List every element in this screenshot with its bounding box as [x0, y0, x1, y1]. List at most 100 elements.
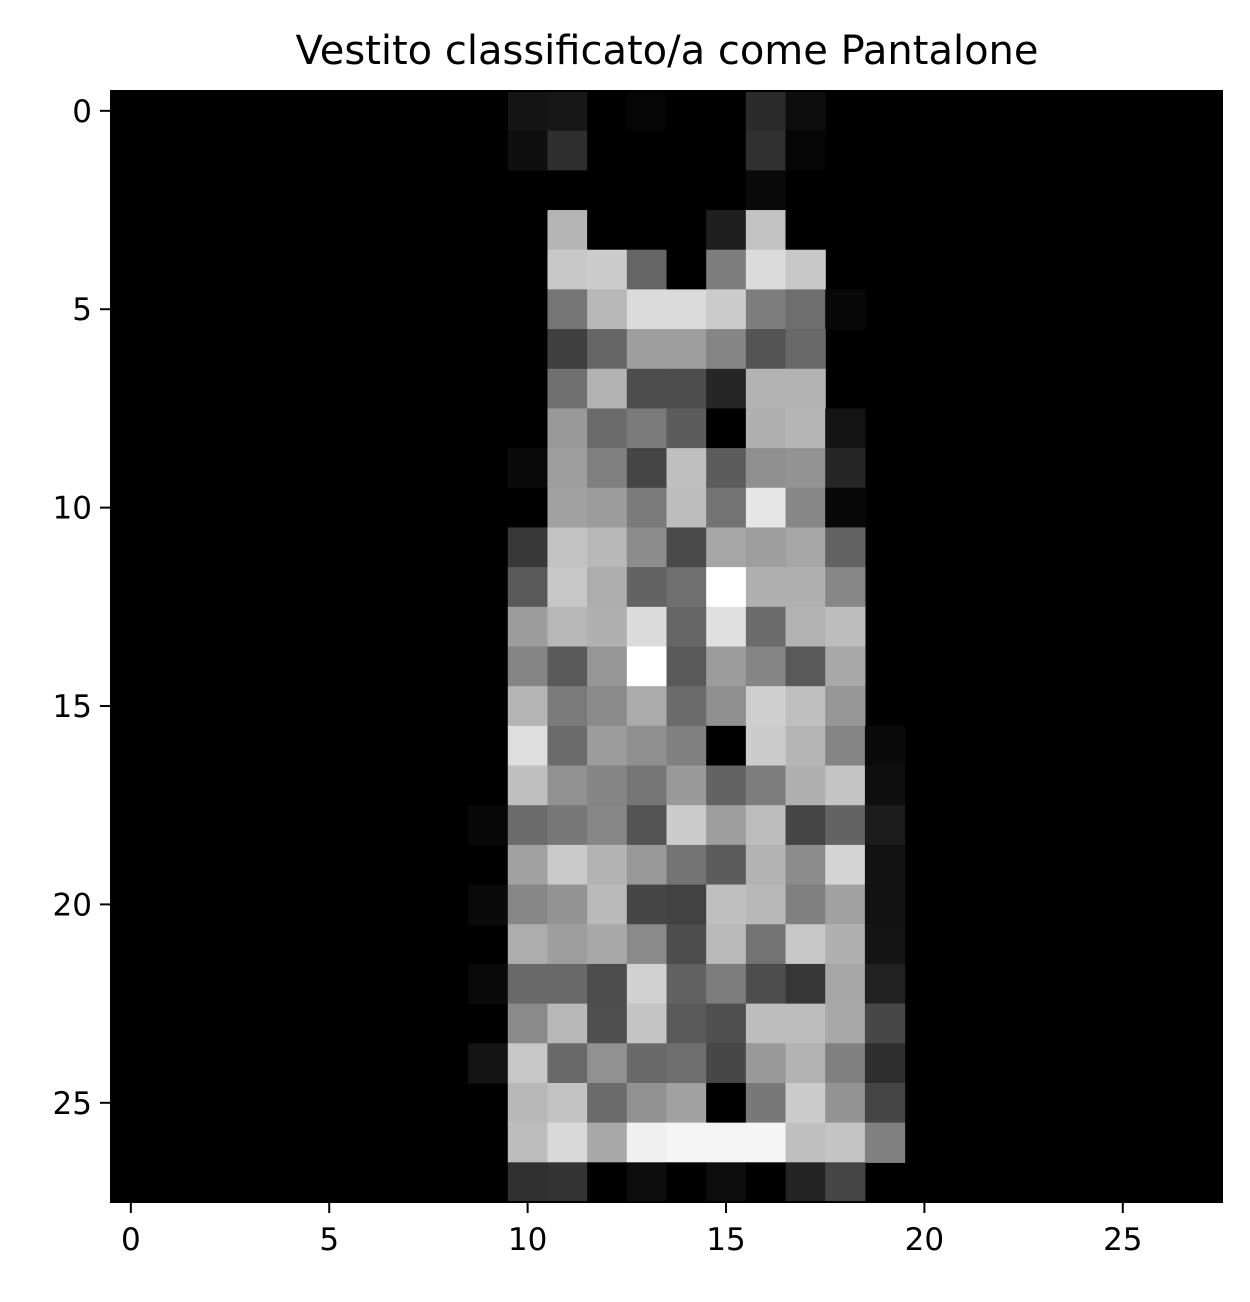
pixel-cell: [785, 646, 826, 687]
pixel-cell: [507, 130, 549, 171]
pixel-cell: [706, 408, 747, 449]
pixel-cell: [547, 91, 588, 132]
pixel-cell: [666, 368, 707, 410]
pixel-cell: [706, 884, 747, 925]
pixel-cell: [706, 606, 747, 648]
pixel-cell: [507, 844, 549, 886]
pixel-cell: [785, 1122, 826, 1163]
pixel-cell: [745, 210, 787, 251]
pixel-cell: [706, 249, 747, 290]
pixel-cell: [626, 884, 668, 925]
pixel-cell: [825, 289, 866, 330]
pixel-cell: [547, 1082, 588, 1124]
pixel-cell: [507, 368, 549, 410]
pixel-cell: [507, 686, 549, 727]
pixel-cell: [507, 963, 549, 1005]
pixel-cell: [706, 924, 747, 965]
pixel-cell: [825, 408, 866, 449]
pixel-cell: [547, 1003, 588, 1044]
x-tick-label: 25: [1103, 1222, 1142, 1258]
pixel-cell: [785, 91, 826, 132]
pixel-cell: [825, 527, 866, 568]
pixel-cell: [507, 1003, 549, 1044]
pixel-cell: [825, 1162, 866, 1203]
pixel-cell: [547, 210, 588, 251]
pixel-cell: [785, 765, 826, 806]
pixel-cell: [507, 1043, 549, 1084]
pixel-cell: [626, 765, 668, 806]
pixel-cell: [547, 448, 588, 489]
pixel-cell: [547, 805, 588, 846]
pixel-cell: [666, 686, 707, 727]
pixel-cell: [547, 1122, 588, 1163]
pixel-cell: [626, 963, 668, 1005]
pixel-cell: [825, 686, 866, 727]
pixel-cell: [785, 725, 826, 767]
pixel-cell: [864, 924, 906, 965]
pixel-cell: [706, 1003, 747, 1044]
pixel-cell: [507, 289, 549, 330]
pixel-cell: [507, 1122, 549, 1163]
pixel-cell: [706, 805, 747, 846]
pixel-cell: [626, 368, 668, 410]
pixel-cell: [785, 130, 826, 171]
pixel-cell: [547, 487, 588, 529]
x-tick-label: 10: [508, 1222, 547, 1258]
pixel-cell: [468, 963, 509, 1005]
pixel-cell: [666, 170, 707, 211]
pixel-cell: [626, 686, 668, 727]
pixel-cell: [785, 1003, 826, 1044]
pixel-cell: [864, 765, 906, 806]
pixel-cell: [547, 170, 588, 211]
pixel-cell: [825, 844, 866, 886]
pixel-cell: [507, 765, 549, 806]
pixel-cell: [666, 567, 707, 608]
pixel-cell: [507, 567, 549, 608]
pixel-cell: [785, 1162, 826, 1203]
pixel-cell: [547, 765, 588, 806]
pixel-cell: [785, 924, 826, 965]
pixel-cell: [507, 924, 549, 965]
pixel-cell: [547, 844, 588, 886]
pixel-cell: [507, 527, 549, 568]
pixel-cell: [864, 1122, 906, 1163]
pixel-cell: [745, 1162, 787, 1203]
pixel-cell: [666, 91, 707, 132]
pixel-cell: [626, 210, 668, 251]
pixel-cell: [587, 408, 628, 449]
pixel-cell: [547, 686, 588, 727]
pixel-cell: [587, 1122, 628, 1163]
pixel-cell: [666, 487, 707, 529]
pixel-cell: [785, 567, 826, 608]
pixel-cell: [626, 1043, 668, 1084]
pixel-cell: [706, 329, 747, 370]
pixel-cell: [745, 725, 787, 767]
pixel-cell: [626, 1162, 668, 1203]
pixel-cell: [745, 567, 787, 608]
pixel-cell: [626, 408, 668, 449]
pixel-cell: [745, 1122, 787, 1163]
pixel-cell: [666, 606, 707, 648]
x-tick-label: 20: [905, 1222, 944, 1258]
pixel-cell: [666, 1003, 707, 1044]
pixel-cell: [547, 289, 588, 330]
pixel-cell: [706, 725, 747, 767]
pixel-cell: [706, 448, 747, 489]
pixel-cell: [745, 487, 787, 529]
pixel-cell: [666, 289, 707, 330]
pixel-cell: [825, 963, 866, 1005]
pixel-cell: [666, 844, 707, 886]
pixel-cell: [666, 1162, 707, 1203]
pixel-cell: [706, 289, 747, 330]
pixel-cell: [626, 646, 668, 687]
pixel-cell: [666, 210, 707, 251]
y-tick-label: 5: [72, 292, 92, 328]
pixel-cell: [864, 844, 906, 886]
pixel-cell: [626, 448, 668, 489]
pixel-cell: [626, 1122, 668, 1163]
pixel-cell: [507, 91, 549, 132]
pixel-cell: [587, 1082, 628, 1124]
pixel-cell: [706, 646, 747, 687]
pixel-cell: [587, 646, 628, 687]
pixel-cell: [825, 487, 866, 529]
